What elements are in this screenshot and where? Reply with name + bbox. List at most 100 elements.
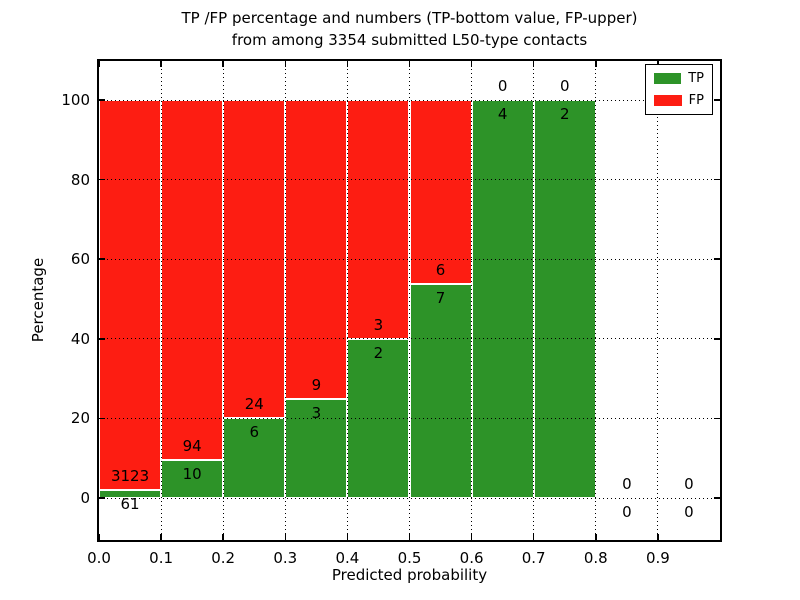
x-tick-mark [470, 61, 473, 67]
x-tick-mark [532, 534, 535, 540]
x-gridline [346, 61, 348, 540]
x-tick-mark [470, 534, 473, 540]
tp-count-label: 6 [249, 423, 260, 442]
x-tick-label: 0.6 [459, 549, 484, 567]
x-gridline [160, 61, 162, 540]
x-tick-mark [346, 534, 349, 540]
tp-count-label: 7 [435, 288, 446, 307]
bar-fp-segment [99, 100, 162, 491]
legend-item-tp: TP [654, 72, 704, 85]
tp-count-label: 61 [120, 495, 140, 514]
x-tick-mark [98, 61, 100, 67]
bar-fp-segment [285, 100, 348, 399]
x-gridline [284, 61, 286, 540]
fp-color-swatch [654, 95, 682, 106]
x-gridline [222, 61, 224, 540]
plot-area: TP FP 3123 61 94 10 24 6 9 3 3 2 6 7 0 4 0 2 0 0 0 0 [97, 59, 722, 542]
bar-tp-segment [161, 459, 224, 498]
y-tick-mark [714, 258, 720, 260]
fp-count-label: 94 [182, 436, 202, 455]
chart-title-line1: TP /FP percentage and numbers (TP-bottom… [181, 9, 638, 27]
x-axis-label: Predicted probability [331, 566, 488, 584]
y-tick-mark [99, 178, 105, 181]
legend: TP FP [645, 64, 713, 115]
bar-tp-segment [223, 418, 286, 498]
legend-label-tp: TP [688, 71, 704, 86]
tp-count-label: 3 [311, 403, 322, 422]
x-tick-label: 0.7 [521, 549, 546, 567]
bar-tp-segment [409, 283, 472, 498]
x-tick-label: 0.1 [149, 549, 174, 567]
tp-count-label: 0 [622, 503, 632, 521]
x-tick-mark [284, 534, 287, 540]
fp-count-label: 0 [622, 475, 632, 493]
bar-fp-segment [409, 100, 472, 284]
tp-count-label: 10 [182, 464, 202, 483]
x-gridline [471, 61, 473, 540]
y-tick-mark [99, 99, 105, 101]
tp-count-label: 2 [373, 343, 384, 362]
x-tick-label: 0.9 [645, 549, 670, 567]
chart-title: TP /FP percentage and numbers (TP-bottom… [99, 7, 720, 51]
legend-label-fp: FP [688, 93, 704, 108]
x-tick-mark [408, 534, 411, 540]
tp-count-label: 2 [559, 105, 570, 123]
bar-tp-segment [533, 100, 596, 498]
x-tick-label: 0.8 [583, 549, 608, 567]
y-tick-mark [714, 338, 720, 340]
y-tick-mark [714, 417, 720, 420]
y-tick-label: 20 [70, 409, 90, 428]
x-gridline [595, 61, 597, 540]
x-tick-mark [595, 61, 597, 67]
bar-fp-segment [347, 100, 410, 339]
x-tick-mark [160, 61, 162, 67]
y-tick-label: 100 [61, 91, 90, 109]
x-gridline [409, 61, 410, 540]
x-gridline [533, 61, 535, 540]
x-tick-label: 0.4 [335, 549, 360, 567]
x-tick-label: 0.3 [273, 549, 298, 567]
chart-title-line2: from among 3354 submitted L50-type conta… [231, 31, 588, 49]
x-tick-label: 0.2 [211, 549, 236, 567]
fp-count-label: 6 [435, 260, 446, 279]
x-gridline [657, 61, 659, 540]
x-tick-mark [595, 534, 597, 540]
x-tick-mark [657, 534, 659, 540]
x-tick-mark [98, 534, 100, 540]
tp-count-label: 4 [497, 105, 508, 123]
x-tick-label: 0.0 [87, 549, 111, 567]
legend-item-fp: FP [654, 94, 704, 107]
fp-count-label: 0 [559, 77, 570, 95]
y-tick-mark [99, 258, 105, 260]
tp-color-swatch [654, 73, 682, 84]
x-tick-mark [532, 61, 535, 67]
y-tick-mark [99, 417, 105, 420]
x-tick-mark [284, 61, 287, 67]
tp-count-label: 0 [684, 503, 694, 521]
y-tick-mark [99, 497, 105, 499]
y-tick-mark [714, 497, 720, 499]
x-tick-mark [346, 61, 349, 67]
fp-count-label: 9 [311, 375, 322, 394]
fp-count-label: 3 [373, 315, 384, 334]
x-tick-mark [222, 534, 224, 540]
x-tick-mark [160, 534, 162, 540]
bar-fp-segment [161, 100, 224, 460]
bar-tp-segment [471, 100, 534, 498]
y-tick-label: 80 [70, 170, 90, 189]
fp-count-label: 24 [244, 395, 264, 414]
y-tick-mark [714, 99, 720, 101]
fp-count-label: 0 [497, 77, 508, 95]
fp-count-label: 3123 [110, 467, 150, 486]
y-tick-mark [99, 338, 105, 340]
fp-count-label: 0 [684, 475, 694, 493]
y-tick-label: 60 [70, 250, 90, 269]
y-tick-mark [714, 178, 720, 181]
x-tick-label: 0.5 [397, 549, 422, 567]
x-tick-mark [408, 61, 411, 67]
y-tick-label: 0 [80, 489, 90, 507]
x-tick-mark [222, 61, 224, 67]
y-tick-label: 40 [70, 329, 90, 348]
bar-tp-segment [285, 398, 348, 498]
